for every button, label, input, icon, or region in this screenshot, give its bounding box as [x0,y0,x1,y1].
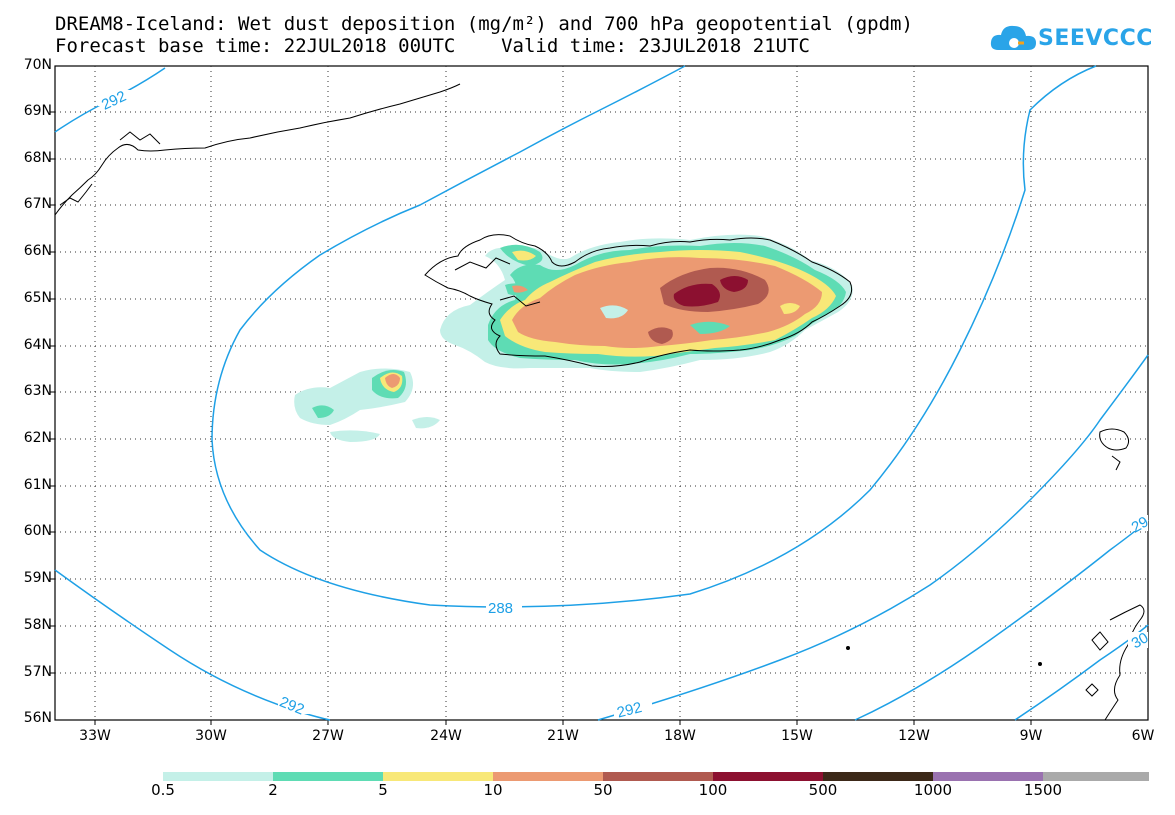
lon-label: 6W [1131,728,1155,744]
geopotential-contours [54,65,1149,721]
colorbar-swatch [823,772,933,781]
colorbar-swatch [383,772,493,781]
colorbar-label: 2 [268,781,278,799]
lon-label: 33W [79,728,111,744]
lon-label: 30W [195,728,227,744]
colorbar-label: 500 [808,781,838,799]
greenland-coast [54,83,461,216]
faroe-coast [1099,428,1130,451]
lat-label: 56N [23,710,52,726]
colorbar-swatch [603,772,713,781]
map-subtitle: Forecast base time: 22JUL2018 00UTC Vali… [55,35,810,57]
lat-label: 65N [23,290,52,306]
lat-label: 66N [23,243,52,259]
lat-label: 61N [23,477,52,493]
gridlines [55,66,1148,720]
colorbar-label: 0.5 [151,781,175,799]
colorbar-label: 1000 [913,781,953,799]
map-frame [54,65,1149,721]
lat-label: 68N [23,150,52,166]
contour-292-s [597,354,1149,721]
lat-label: 64N [23,337,52,353]
lat-label: 70N [23,57,52,73]
lon-label: 21W [547,728,579,744]
colorbar-swatch [1043,772,1149,781]
lon-label: 9W [1019,728,1043,744]
contour-292-sw [54,569,331,721]
colorbar [163,772,1149,781]
colorbar-label: 100 [698,781,728,799]
iceland-coast [424,234,853,367]
contour-29x-se [854,519,1149,721]
colorbar-swatch [933,772,1043,781]
dust-deposition-field [294,234,853,442]
lat-label: 60N [23,523,52,539]
contour-label: 30 [1129,629,1152,652]
logo-text: SEEVCCC [1038,26,1153,51]
lon-label: 15W [781,728,813,744]
deposition-100-500 [673,283,720,307]
colorbar-label: 5 [378,781,388,799]
contour-288 [211,65,1097,608]
colorbar-swatch [713,772,823,781]
colorbar-swatch [163,772,273,781]
contour-label: 288 [488,600,513,617]
contour-label: 292 [615,699,643,722]
deposition-50-100-b [648,327,673,344]
lon-label: 18W [664,728,696,744]
deposition-100-500-b [720,276,748,292]
colorbar-label: 50 [593,781,613,799]
lat-label: 57N [23,664,52,680]
lat-label: 58N [23,617,52,633]
lat-label: 62N [23,430,52,446]
axis-ticks [50,111,1032,725]
lat-label: 69N [23,103,52,119]
colorbar-swatch [493,772,603,781]
cloud-icon [990,25,1036,50]
lat-label: 67N [23,196,52,212]
lat-label: 59N [23,570,52,586]
colorbar-swatch [273,772,383,781]
map-title: DREAM8-Iceland: Wet dust deposition (mg/… [55,13,913,35]
lat-label: 63N [23,383,52,399]
contour-label: 29 [1129,513,1152,536]
colorbar-label: 1500 [1023,781,1063,799]
lon-label: 24W [430,728,462,744]
colorbar-label: 10 [483,781,503,799]
lon-label: 12W [898,728,930,744]
seevccc-logo: SEEVCCC [990,18,1152,60]
lon-label: 27W [312,728,344,744]
